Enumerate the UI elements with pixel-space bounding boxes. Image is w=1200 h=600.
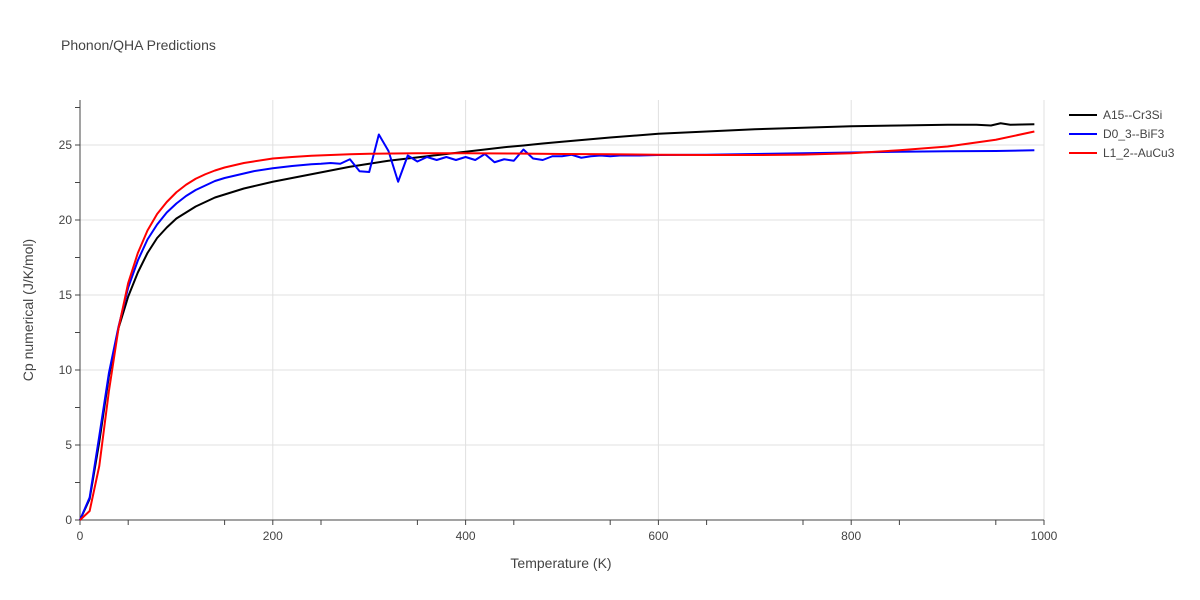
series-line-1[interactable]	[79, 133, 1035, 521]
legend-label: A15--Cr3Si	[1103, 108, 1162, 122]
series-lines	[79, 122, 1035, 521]
y-tick-label: 20	[59, 213, 73, 227]
legend-item[interactable]: A15--Cr3Si	[1069, 108, 1162, 122]
tick-labels: 0 200 400 600 800 1000 0 5 10 15 20 25	[59, 107, 1058, 543]
y-tick-label: 25	[59, 138, 73, 152]
y-tick-label: 10	[59, 363, 73, 377]
series-line-0[interactable]	[79, 122, 1035, 521]
axes	[79, 100, 1044, 521]
grid-lines	[80, 100, 1045, 520]
legend-label: D0_3--BiF3	[1103, 127, 1165, 141]
legend[interactable]: A15--Cr3Si D0_3--BiF3 L1_2--AuCu3	[1069, 108, 1175, 160]
y-tick-label: 0	[65, 513, 72, 527]
x-tick-label: 400	[456, 529, 476, 543]
legend-item[interactable]: L1_2--AuCu3	[1069, 146, 1175, 160]
chart-title: Phonon/QHA Predictions	[61, 37, 216, 53]
y-axis-title: Cp numerical (J/K/mol)	[20, 239, 36, 381]
x-axis-title: Temperature (K)	[510, 555, 611, 571]
legend-item[interactable]: D0_3--BiF3	[1069, 127, 1165, 141]
series-line-2[interactable]	[79, 130, 1035, 521]
x-tick-label: 1000	[1031, 529, 1058, 543]
x-tick-label: 600	[648, 529, 668, 543]
y-tick-label: 5	[65, 438, 72, 452]
legend-label: L1_2--AuCu3	[1103, 146, 1175, 160]
x-tick-label: 800	[841, 529, 861, 543]
x-tick-label: 200	[263, 529, 283, 543]
y-tick-label: 15	[59, 288, 73, 302]
x-tick-label: 0	[77, 529, 84, 543]
